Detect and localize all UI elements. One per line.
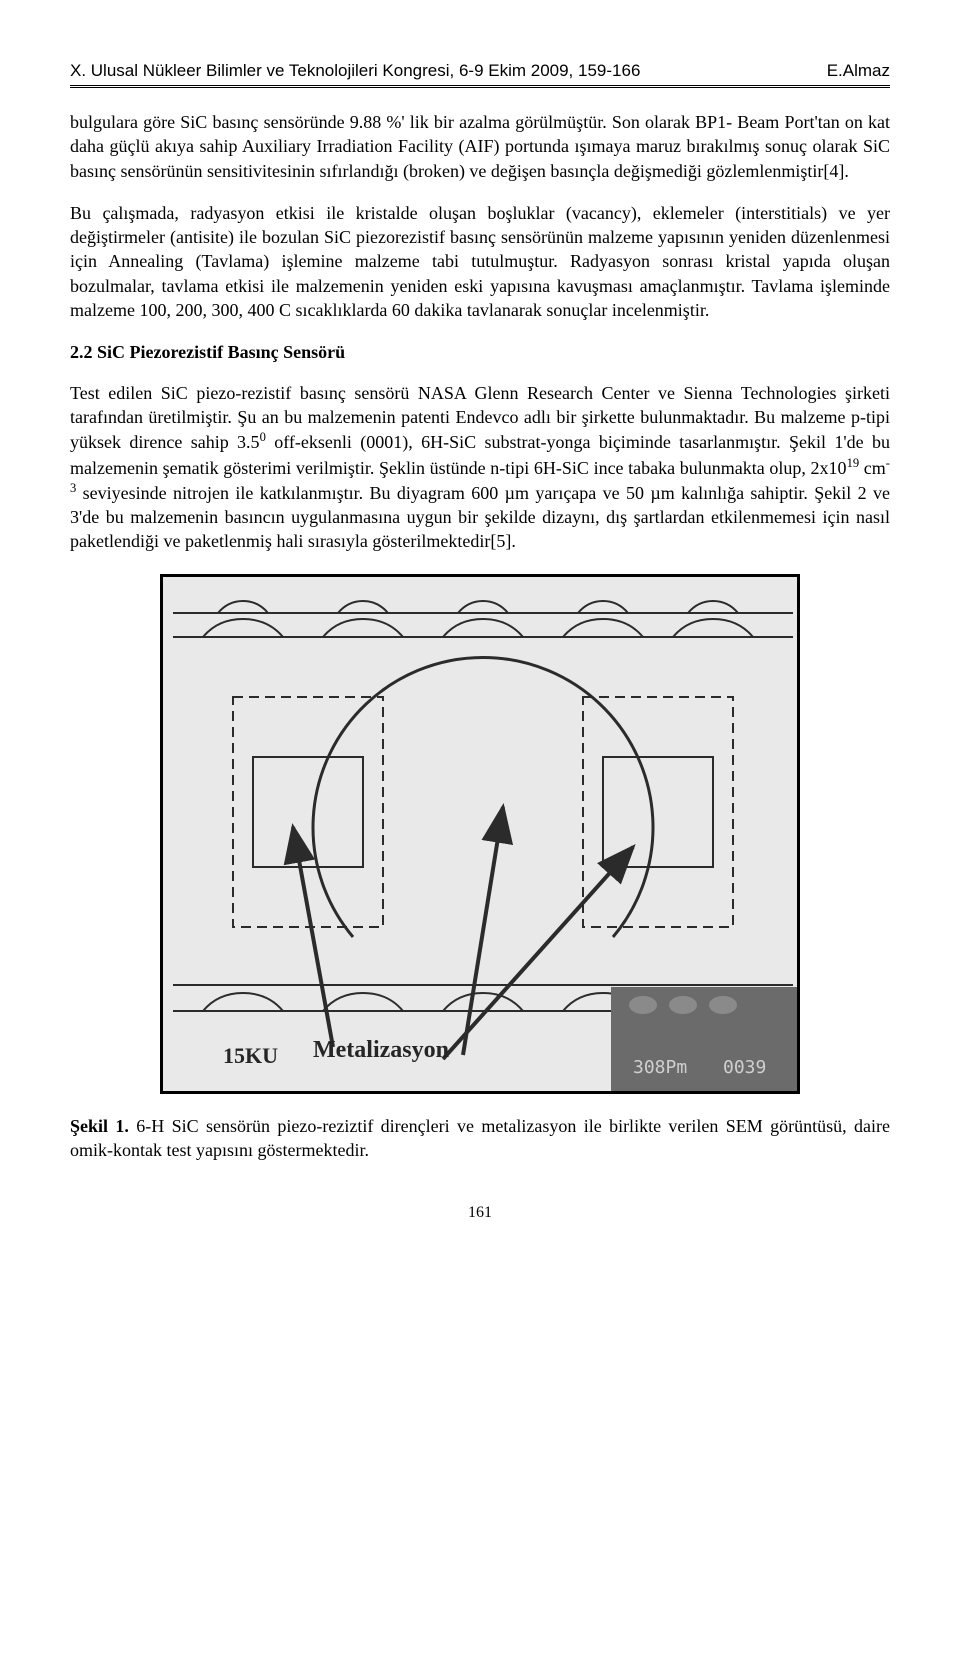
paragraph-3d: seviyesinde nitrojen ile katkılanmıştır.… <box>70 483 890 552</box>
paragraph-1: bulgulara göre SiC basınç sensöründe 9.8… <box>70 110 890 183</box>
caption-lead: Şekil 1. <box>70 1116 129 1136</box>
sem-pm-text: 308Pm <box>633 1057 687 1078</box>
page-header: X. Ulusal Nükleer Bilimler ve Teknolojil… <box>70 60 890 83</box>
sem-inset-shapes <box>629 996 737 1014</box>
figure-1-svg: 308Pm 0039 15KU Metalizasyon <box>163 577 800 1094</box>
header-rule <box>70 85 890 92</box>
page-number: 161 <box>70 1202 890 1224</box>
sem-id-text: 0039 <box>723 1057 766 1078</box>
kv-label: 15KU <box>223 1043 278 1068</box>
paragraph-3c: cm <box>859 458 886 478</box>
caption-text: 6-H SiC sensörün piezo-reziztif dirençle… <box>70 1116 890 1160</box>
header-left: X. Ulusal Nükleer Bilimler ve Teknolojil… <box>70 60 640 83</box>
metalizasyon-label: Metalizasyon <box>313 1037 449 1063</box>
figure-1: 308Pm 0039 15KU Metalizasyon <box>160 574 800 1094</box>
header-right: E.Almaz <box>827 60 890 83</box>
paragraph-2: Bu çalışmada, radyasyon etkisi ile krist… <box>70 201 890 322</box>
figure-1-caption: Şekil 1. 6-H SiC sensörün piezo-reziztif… <box>70 1114 890 1163</box>
section-heading: 2.2 SiC Piezorezistif Basınç Sensörü <box>70 340 890 364</box>
figure-1-container: 308Pm 0039 15KU Metalizasyon <box>160 574 800 1094</box>
paragraph-3: Test edilen SiC piezo-rezistif basınç se… <box>70 381 890 554</box>
superscript-2: 19 <box>847 456 860 470</box>
